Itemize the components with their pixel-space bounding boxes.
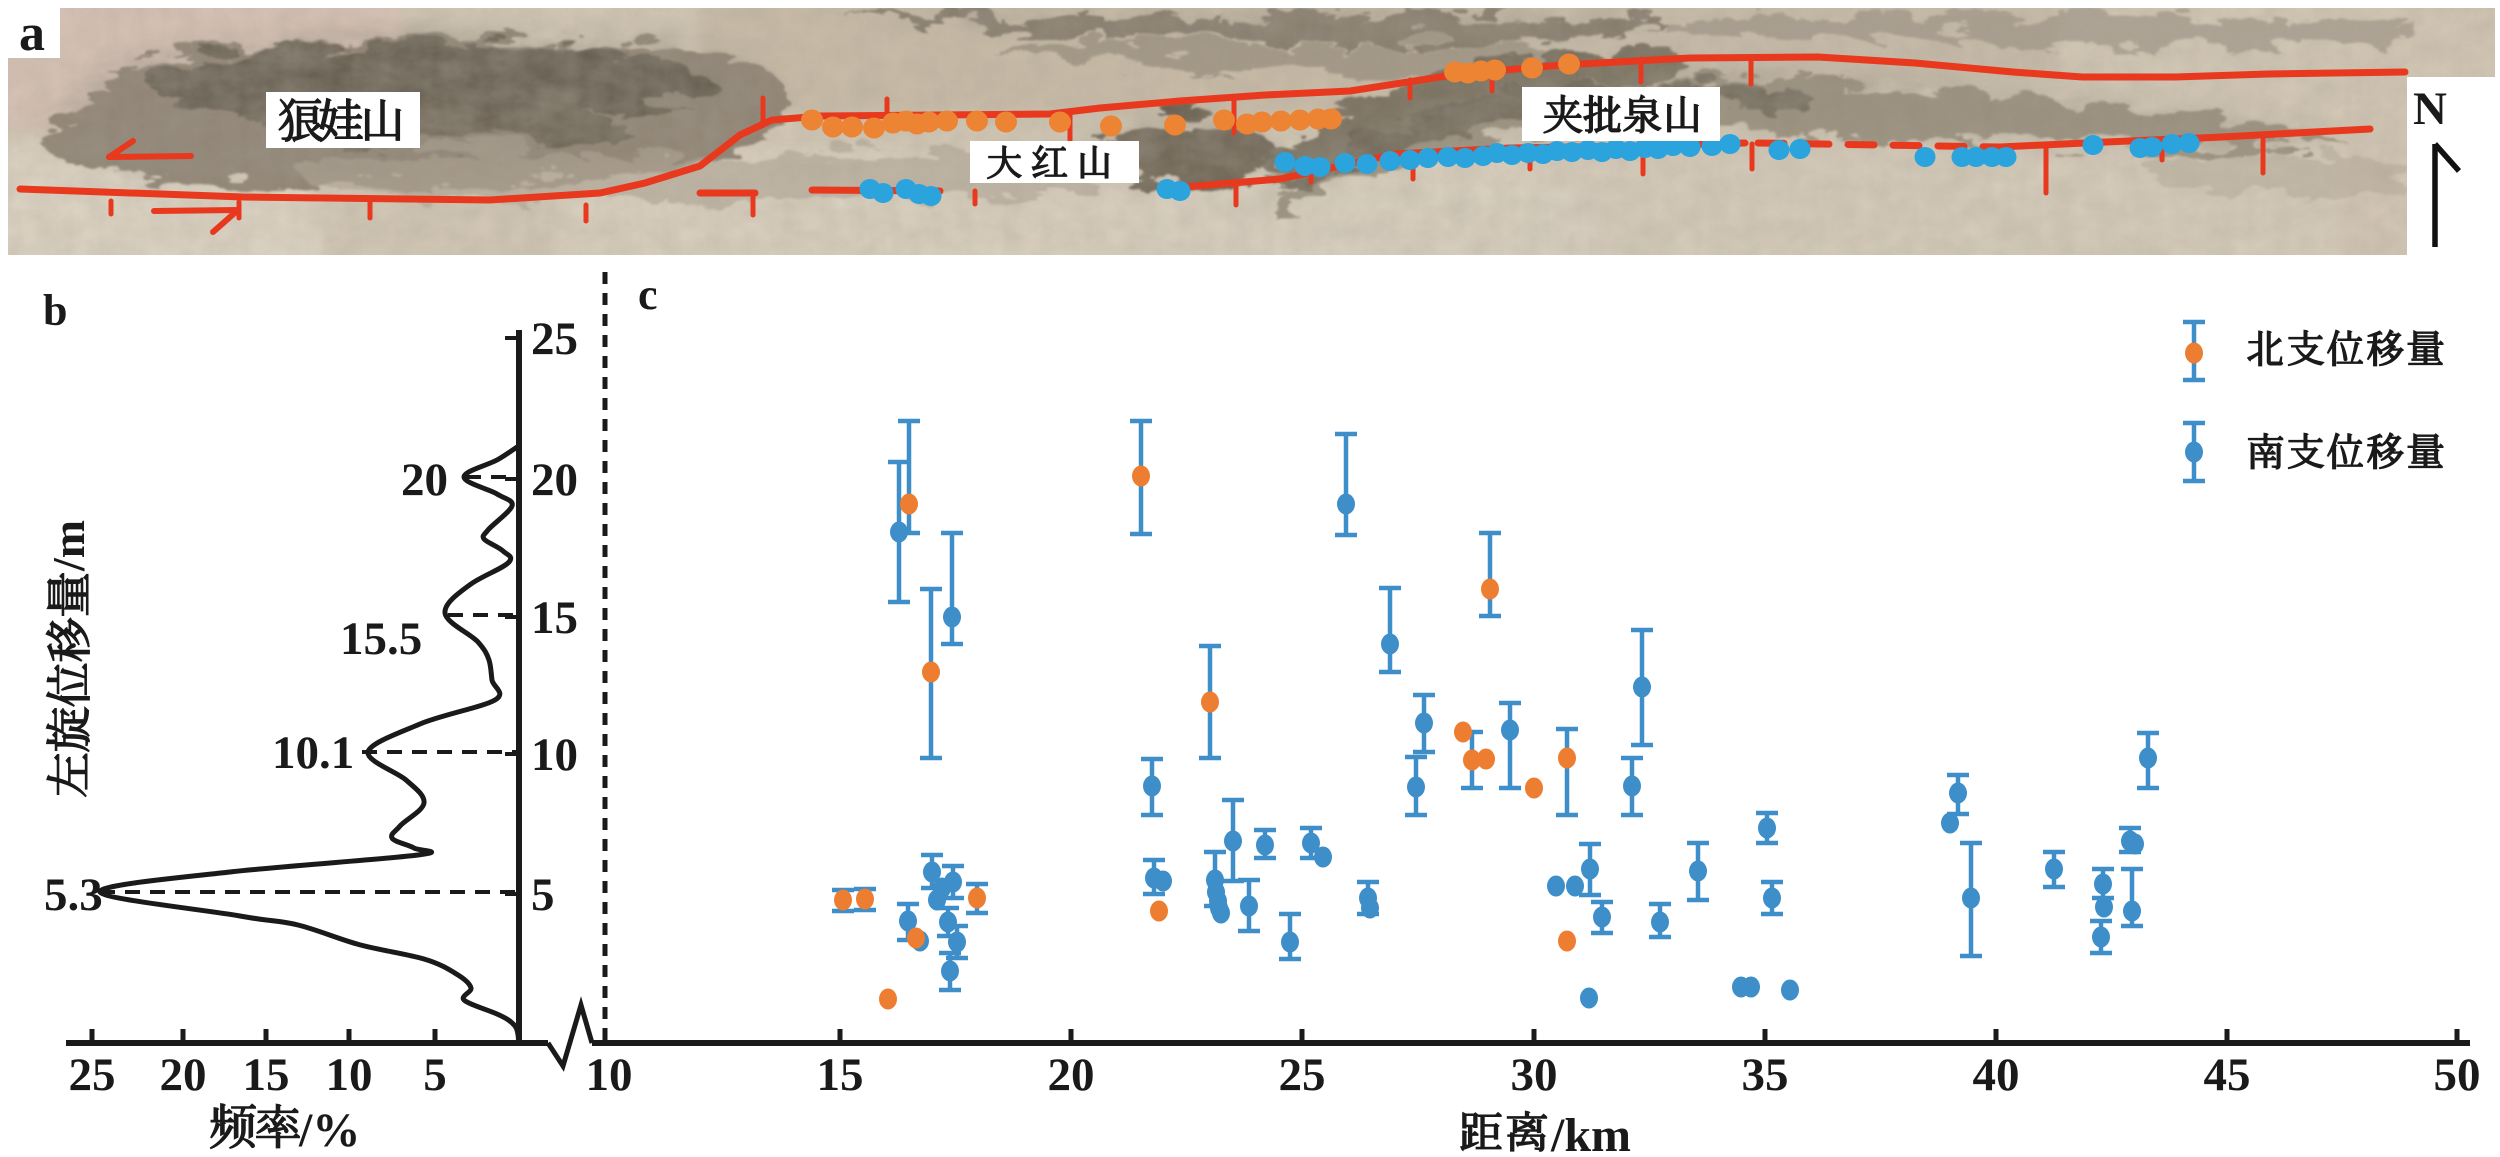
svg-text:/m: /m <box>43 520 94 572</box>
svg-text:10: 10 <box>531 729 578 781</box>
svg-text:40: 40 <box>1973 1049 2020 1101</box>
svg-text:30: 30 <box>1511 1049 1558 1101</box>
svg-text:20: 20 <box>401 454 448 506</box>
svg-text:a: a <box>19 5 45 62</box>
svg-text:5: 5 <box>423 1049 447 1101</box>
svg-text:10: 10 <box>326 1049 373 1101</box>
svg-text:20: 20 <box>1048 1049 1095 1101</box>
svg-text:25: 25 <box>1279 1049 1326 1101</box>
svg-text:25: 25 <box>531 313 578 365</box>
svg-text:20: 20 <box>160 1049 207 1101</box>
svg-text:/km: /km <box>1550 1109 1631 1157</box>
svg-text:N: N <box>2413 83 2447 135</box>
svg-text:c: c <box>638 270 658 319</box>
svg-text:15: 15 <box>817 1049 864 1101</box>
svg-text:/%: /% <box>298 1104 360 1157</box>
svg-text:15: 15 <box>531 592 578 644</box>
svg-text:35: 35 <box>1742 1049 1789 1101</box>
svg-text:10.1: 10.1 <box>272 727 354 779</box>
svg-text:b: b <box>43 286 67 335</box>
svg-text:10: 10 <box>586 1049 633 1101</box>
svg-text:50: 50 <box>2434 1049 2481 1101</box>
svg-text:25: 25 <box>69 1049 116 1101</box>
svg-text:15.5: 15.5 <box>340 613 422 665</box>
svg-text:15: 15 <box>243 1049 290 1101</box>
svg-text:5.3: 5.3 <box>44 869 103 921</box>
svg-text:5: 5 <box>531 869 555 921</box>
svg-text:45: 45 <box>2204 1049 2251 1101</box>
svg-text:20: 20 <box>531 454 578 506</box>
